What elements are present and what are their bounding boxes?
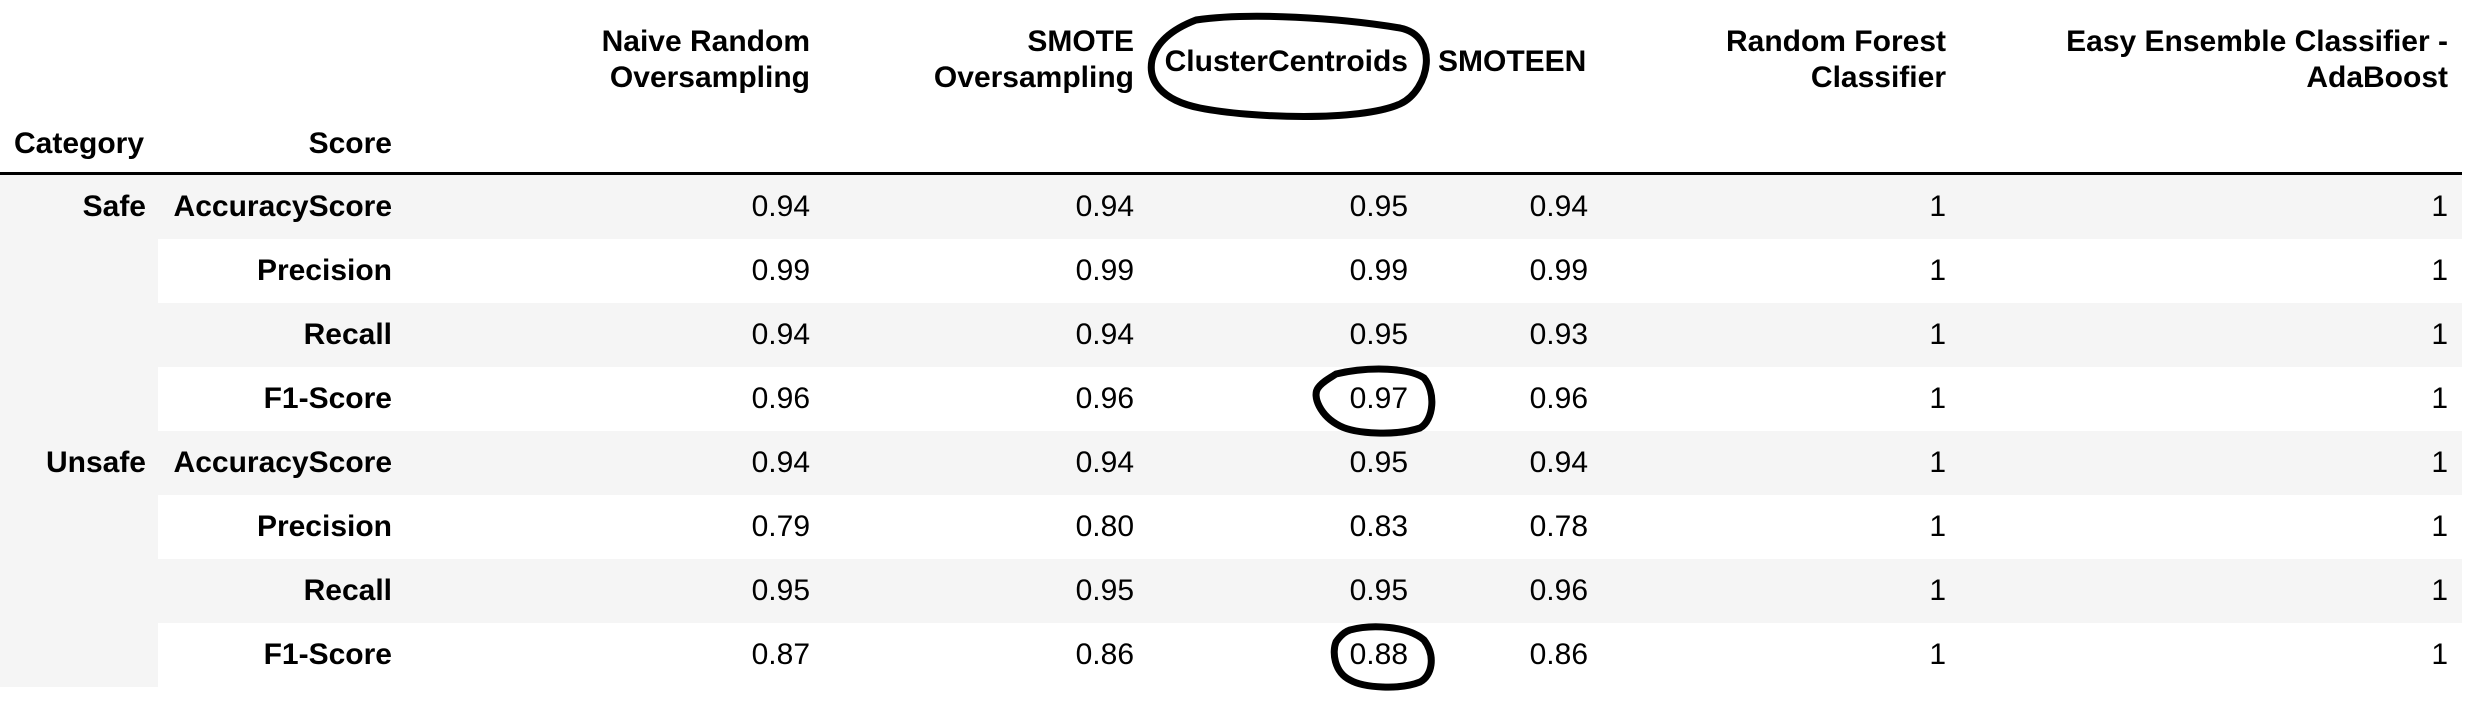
column-header-naive-random-oversampling: Naive Random Oversampling: [601, 25, 810, 94]
value-cell: 1: [1929, 638, 1946, 671]
value-cell: 1: [1929, 382, 1946, 415]
score-label: Recall: [303, 574, 392, 607]
value-cell: 0.96: [1529, 574, 1588, 607]
value-cell: 0.96: [751, 382, 810, 415]
value-cell: 0.94: [1075, 190, 1134, 223]
header-rule: [0, 172, 2462, 175]
score-label: AccuracyScore: [173, 446, 392, 479]
value-cell: 0.86: [1075, 638, 1134, 671]
value-cell: 0.99: [751, 254, 810, 287]
category-cell-unsafe: Unsafe: [0, 431, 158, 687]
value-cell: 1: [2431, 382, 2448, 415]
value-cell: 0.79: [751, 510, 810, 543]
index-header-category: Category: [14, 127, 145, 160]
value-cell: 1: [2431, 638, 2448, 671]
value-cell: 0.83: [1349, 510, 1408, 543]
value-cell: 0.95: [1349, 190, 1408, 223]
value-cell: 0.94: [1529, 446, 1588, 479]
row-stripe: [158, 559, 2462, 623]
value-cell: 0.94: [751, 318, 810, 351]
column-header-smote-oversampling: SMOTE Oversampling: [933, 25, 1134, 94]
value-cell: 1: [2431, 574, 2448, 607]
value-cell: 1: [1929, 574, 1946, 607]
value-cell: 1: [2431, 510, 2448, 543]
value-cell: 0.87: [751, 638, 810, 671]
column-header-easy-ensemble-adaboost: Easy Ensemble Classifier - AdaBoost: [2066, 25, 2448, 94]
column-header-random-forest-classifier: Random Forest Classifier: [1725, 25, 1946, 94]
column-header-smoteen: SMOTEEN: [1438, 45, 1587, 78]
score-label: Precision: [256, 254, 392, 287]
value-cell: 0.96: [1529, 382, 1588, 415]
score-label: Recall: [303, 318, 392, 351]
value-cell: 0.99: [1349, 254, 1408, 287]
value-cell: 0.99: [1529, 254, 1588, 287]
value-cell: 0.93: [1529, 318, 1588, 351]
value-cell: 0.94: [751, 446, 810, 479]
value-cell: 0.86: [1529, 638, 1588, 671]
value-cell: 1: [1929, 254, 1946, 287]
value-cell: 0.95: [751, 574, 810, 607]
index-header-score: Score: [308, 127, 392, 160]
column-header-clustercentroids: ClusterCentroids: [1164, 45, 1408, 78]
score-label: Precision: [256, 510, 392, 543]
value-cell: 1: [1929, 318, 1946, 351]
value-cell: 1: [1929, 446, 1946, 479]
value-cell: 0.95: [1349, 446, 1408, 479]
value-cell: 0.95: [1349, 574, 1408, 607]
value-cell: 0.78: [1529, 510, 1588, 543]
value-cell: 0.94: [1075, 318, 1134, 351]
value-cell: 0.97: [1349, 382, 1408, 415]
value-cell: 0.99: [1075, 254, 1134, 287]
row-stripe: [158, 431, 2462, 495]
category-label: Safe: [82, 190, 146, 223]
value-cell: 1: [1929, 510, 1946, 543]
value-cell: 0.94: [751, 190, 810, 223]
value-cell: 0.94: [1075, 446, 1134, 479]
value-cell: 0.94: [1529, 190, 1588, 223]
value-cell: 1: [2431, 446, 2448, 479]
value-cell: 0.95: [1075, 574, 1134, 607]
value-cell: 0.88: [1349, 638, 1408, 671]
category-label: Unsafe: [45, 446, 146, 479]
score-label: F1-Score: [263, 638, 392, 671]
value-cell: 1: [2431, 254, 2448, 287]
score-label: AccuracyScore: [173, 190, 392, 223]
score-label: F1-Score: [263, 382, 392, 415]
value-cell: 1: [1929, 190, 1946, 223]
value-cell: 1: [2431, 190, 2448, 223]
value-cell: 1: [2431, 318, 2448, 351]
value-cell: 0.95: [1349, 318, 1408, 351]
category-cell-safe: Safe: [0, 175, 158, 431]
row-stripe: [158, 175, 2462, 239]
row-stripe: [158, 303, 2462, 367]
value-cell: 0.96: [1075, 382, 1134, 415]
value-cell: 0.80: [1075, 510, 1134, 543]
